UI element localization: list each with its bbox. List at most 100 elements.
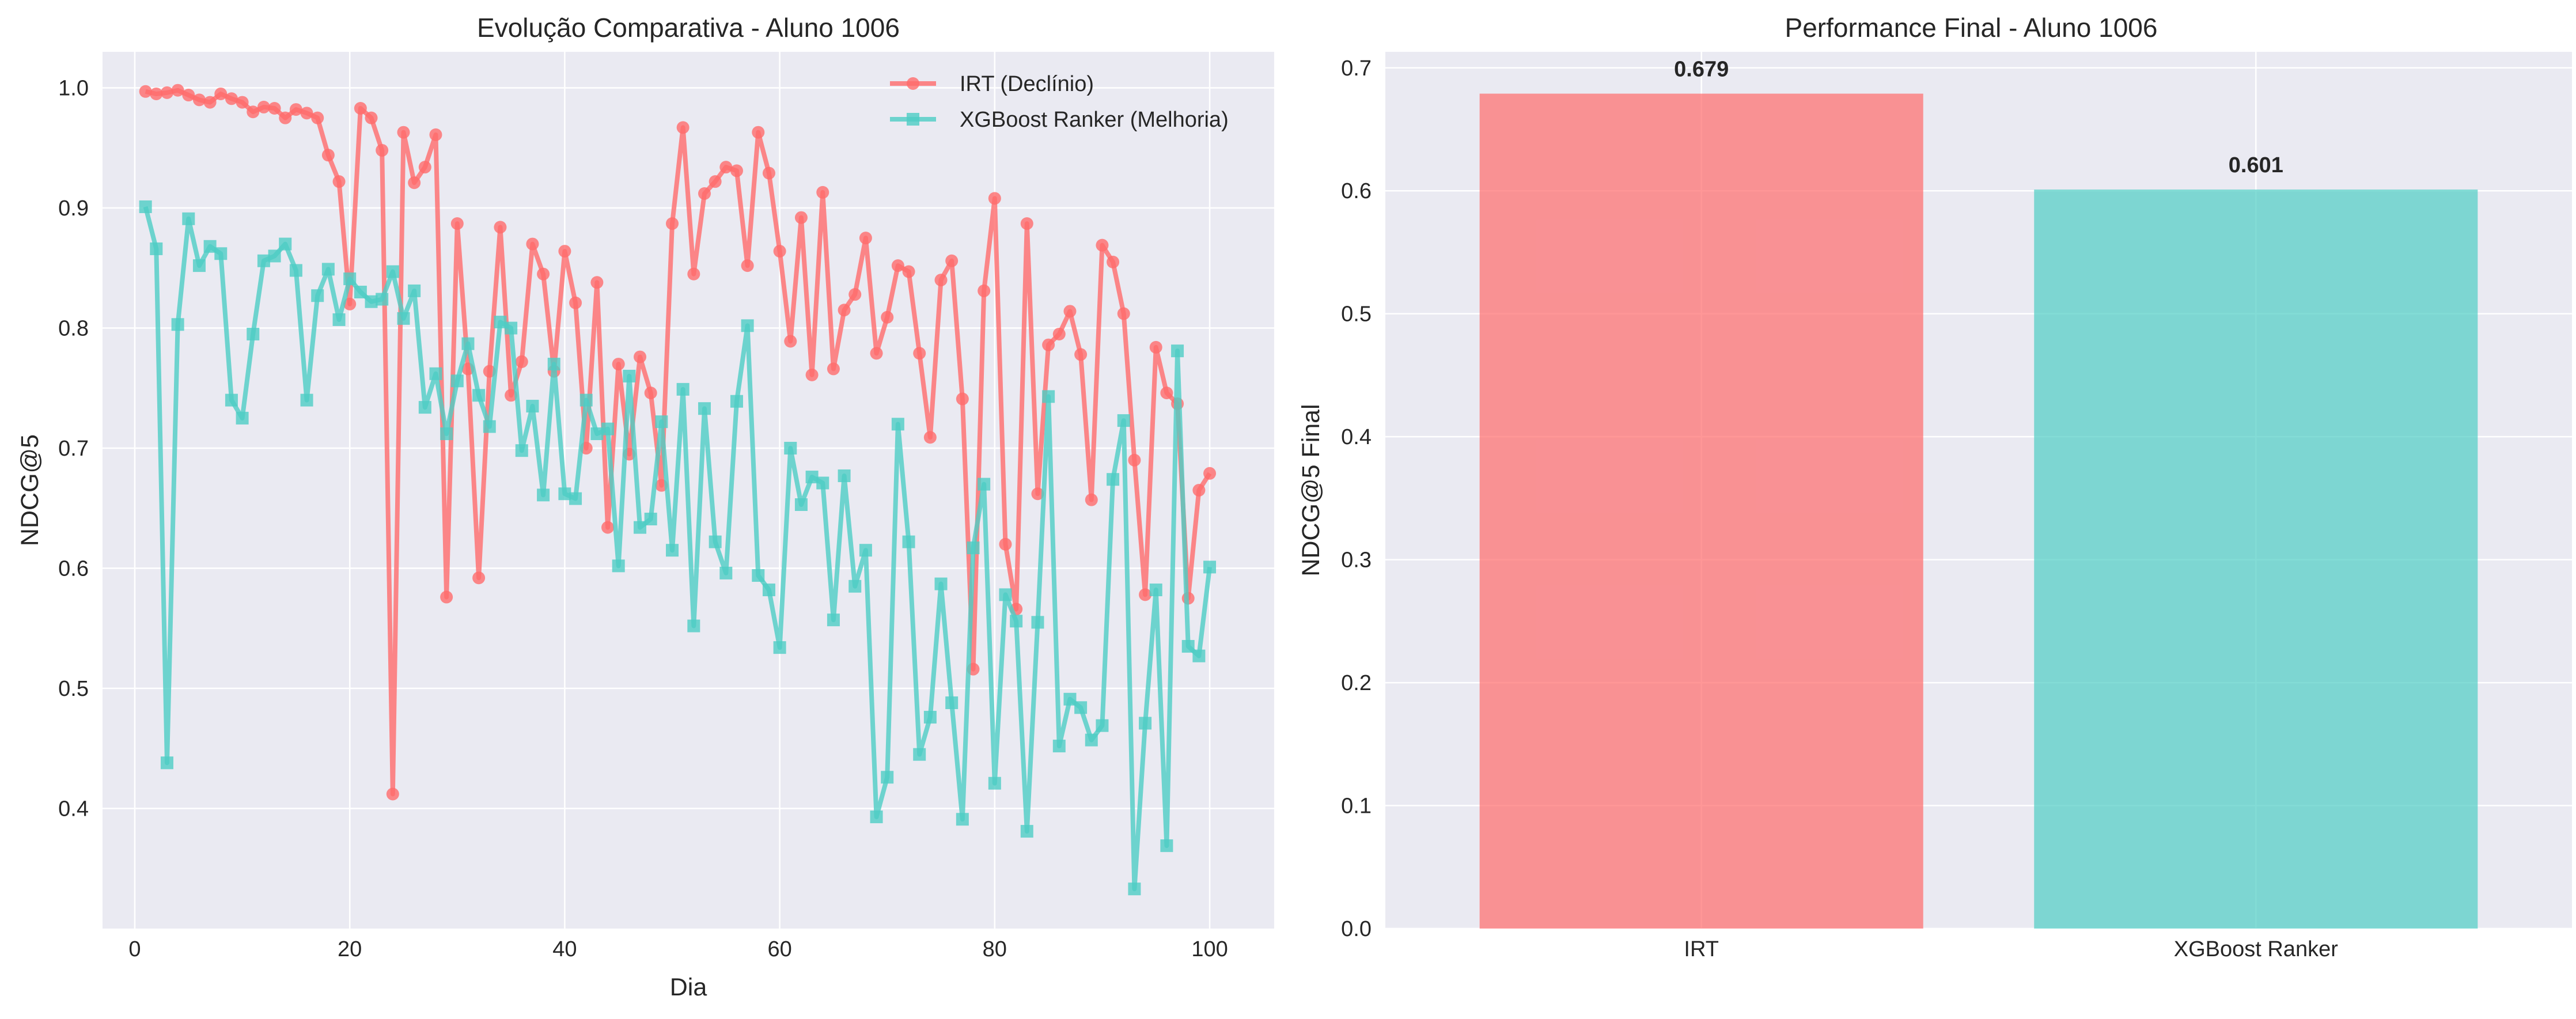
data-point xyxy=(1203,560,1217,574)
data-point xyxy=(579,393,593,407)
data-point xyxy=(150,87,163,100)
data-point xyxy=(1149,340,1162,354)
legend-xgboost-label: XGBoost Ranker (Melhoria) xyxy=(960,108,1229,132)
data-point xyxy=(794,498,808,512)
data-point xyxy=(945,254,959,267)
data-point xyxy=(1020,825,1033,838)
data-point xyxy=(956,392,969,406)
data-point xyxy=(870,810,883,824)
bar-chart-title: Performance Final - Aluno 1006 xyxy=(1785,13,2158,43)
data-point xyxy=(376,143,389,157)
data-point xyxy=(1042,390,1055,403)
data-point xyxy=(666,544,679,557)
data-point xyxy=(1074,701,1088,714)
data-point xyxy=(1085,733,1098,747)
series-line xyxy=(143,206,1213,892)
data-point xyxy=(859,232,872,245)
data-point xyxy=(762,584,775,597)
y-tick-label: 0.4 xyxy=(1341,425,1372,449)
bar-chart-x-ticks: IRT XGBoost Ranker xyxy=(1684,937,2338,961)
data-point xyxy=(891,418,904,431)
data-point xyxy=(687,619,700,632)
data-point xyxy=(526,400,539,413)
data-point xyxy=(279,111,292,124)
data-point xyxy=(354,101,367,115)
data-point xyxy=(590,427,604,441)
data-point xyxy=(923,431,937,444)
data-point xyxy=(816,476,829,490)
data-point xyxy=(1181,640,1195,653)
data-point xyxy=(569,492,582,505)
data-point xyxy=(1096,238,1109,252)
data-point xyxy=(913,748,926,761)
data-point xyxy=(762,166,775,180)
data-point xyxy=(386,265,399,278)
data-point xyxy=(268,101,281,115)
data-point xyxy=(332,313,346,326)
data-point xyxy=(934,274,948,287)
data-point xyxy=(569,296,582,309)
y-tick-label: 0.2 xyxy=(1341,671,1372,695)
data-point xyxy=(612,559,625,573)
data-point xyxy=(1117,307,1130,320)
legend-irt-label: IRT (Declínio) xyxy=(960,72,1094,96)
y-tick-label: 0.8 xyxy=(58,317,89,341)
data-point xyxy=(537,267,550,281)
data-point xyxy=(655,415,668,429)
data-point xyxy=(214,87,228,100)
series-line xyxy=(145,88,1212,797)
data-point xyxy=(247,105,260,119)
y-tick-label: 0.7 xyxy=(1341,56,1372,81)
data-point xyxy=(450,374,464,388)
data-point xyxy=(225,393,238,407)
data-point xyxy=(289,264,302,277)
data-point xyxy=(472,571,486,585)
data-point xyxy=(644,387,657,400)
line-chart-y-axis-label: NDCG@5 xyxy=(16,434,44,546)
data-point xyxy=(859,544,872,557)
data-point xyxy=(601,521,615,534)
data-point xyxy=(1063,305,1077,318)
series-xgboost xyxy=(139,200,1217,896)
bar-chart: Performance Final - Aluno 1006 NDCG@5 Fi… xyxy=(1297,13,2572,961)
data-point xyxy=(913,347,926,360)
y-tick-label: 0.6 xyxy=(58,557,89,581)
bar-xgboost xyxy=(2034,190,2478,929)
x-tick-label: 60 xyxy=(767,937,791,961)
data-point xyxy=(784,335,797,348)
data-point xyxy=(365,295,378,308)
data-point xyxy=(160,756,173,770)
y-tick-label: 0.9 xyxy=(58,196,89,221)
data-point xyxy=(1160,839,1173,853)
data-point xyxy=(676,382,690,396)
data-point xyxy=(171,318,184,331)
data-point xyxy=(150,242,163,255)
data-point xyxy=(967,541,980,555)
data-point xyxy=(923,711,937,724)
data-point xyxy=(709,175,722,188)
data-point xyxy=(225,92,238,105)
data-point xyxy=(891,259,904,272)
data-point xyxy=(934,577,948,590)
data-point xyxy=(321,149,335,162)
data-point xyxy=(601,422,615,435)
data-point xyxy=(988,192,1001,205)
x-tick-label: 20 xyxy=(338,937,362,961)
data-point xyxy=(741,319,754,332)
data-point xyxy=(1107,473,1120,486)
data-point xyxy=(752,569,765,582)
data-point xyxy=(1031,616,1044,629)
line-chart-legend: IRT (Declínio) XGBoost Ranker (Melhoria) xyxy=(890,72,1229,132)
data-point xyxy=(794,211,808,224)
x-tick-label: 0 xyxy=(128,937,141,961)
data-point xyxy=(870,347,883,360)
data-point xyxy=(429,128,442,141)
data-point xyxy=(354,285,367,298)
data-point xyxy=(1020,217,1033,230)
data-point xyxy=(343,297,357,310)
line-chart: Evolução Comparativa - Aluno 1006 Dia ND… xyxy=(16,13,1274,1001)
data-point xyxy=(461,337,475,350)
data-point xyxy=(247,327,260,340)
data-point xyxy=(515,444,528,457)
